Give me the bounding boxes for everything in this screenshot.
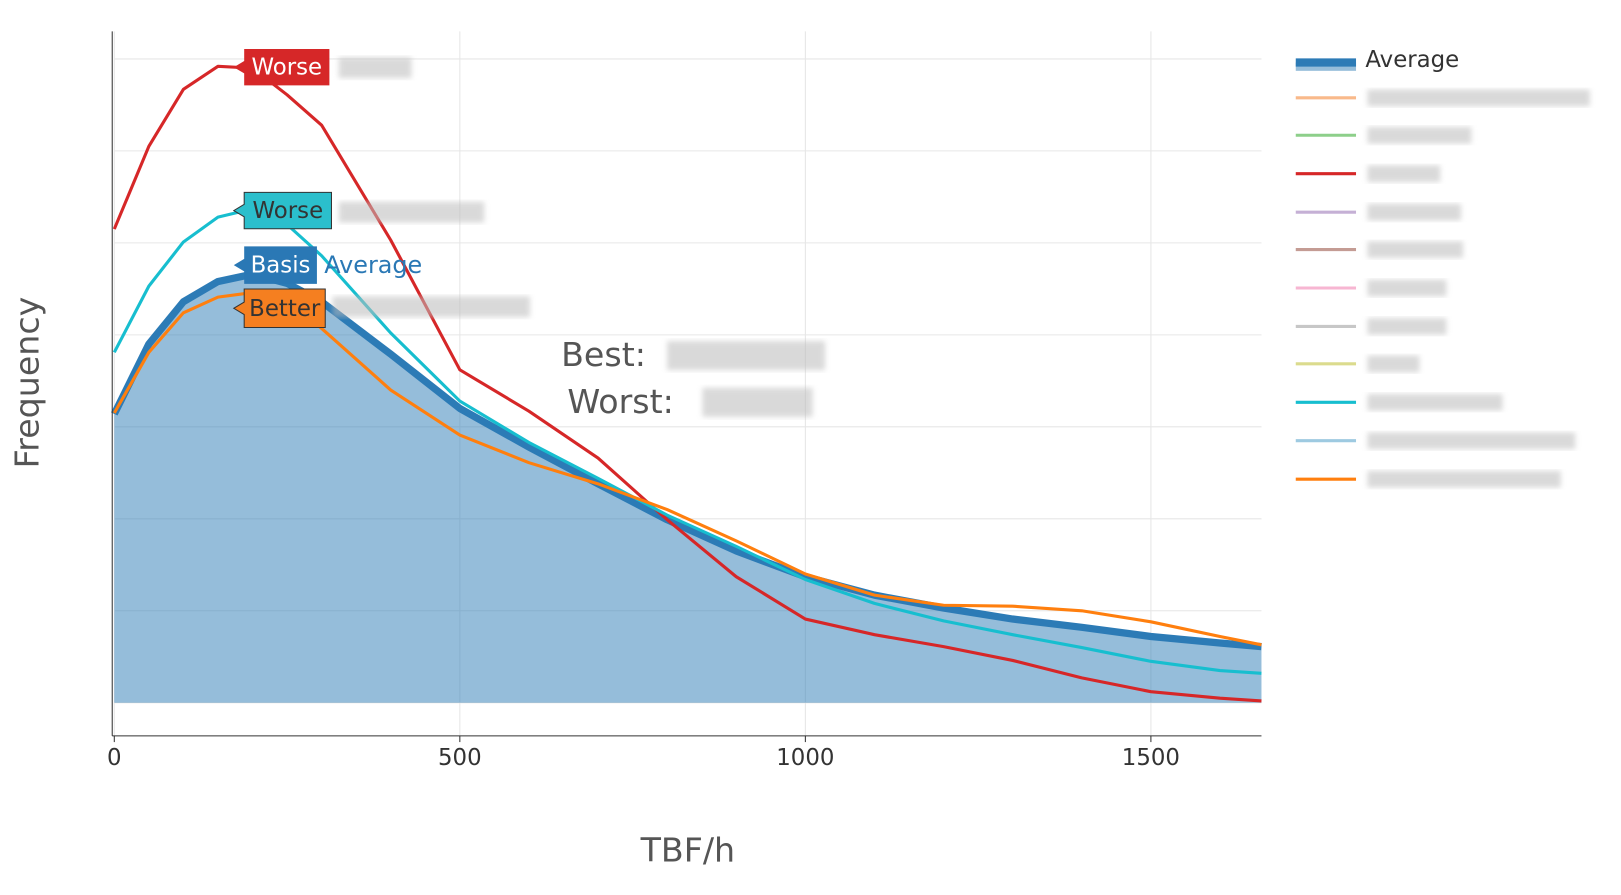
annotation-tag xyxy=(232,288,326,329)
annotation-text: Worse xyxy=(251,55,322,81)
x-tick-label: 1500 xyxy=(1122,745,1180,771)
area xyxy=(114,274,1262,703)
legend-label: Average xyxy=(1365,47,1459,73)
x-tick-label: 500 xyxy=(438,745,482,771)
annotation-text: Worse xyxy=(253,198,324,224)
legend-swatch-fill xyxy=(1295,62,1357,71)
plot-area xyxy=(111,64,1262,703)
annotation-text: Average xyxy=(324,251,422,279)
line xyxy=(112,290,1262,647)
annotation-text: Basis xyxy=(251,253,311,279)
annotation-tag xyxy=(233,246,317,284)
x-axis-label: TBF/h xyxy=(640,831,736,870)
annotation-tag xyxy=(232,191,332,230)
line xyxy=(112,64,1262,703)
legend xyxy=(1295,89,1590,488)
annotation-tag xyxy=(233,49,330,86)
annotation-text: Better xyxy=(249,296,321,322)
line xyxy=(112,207,1262,675)
y-axis-label: Frequency xyxy=(8,297,47,469)
x-tick-label: 0 xyxy=(107,745,122,771)
annotation-text: Best: xyxy=(561,335,646,374)
x-tick-label: 1000 xyxy=(776,745,834,771)
annotation-text: Worst: xyxy=(567,382,674,421)
